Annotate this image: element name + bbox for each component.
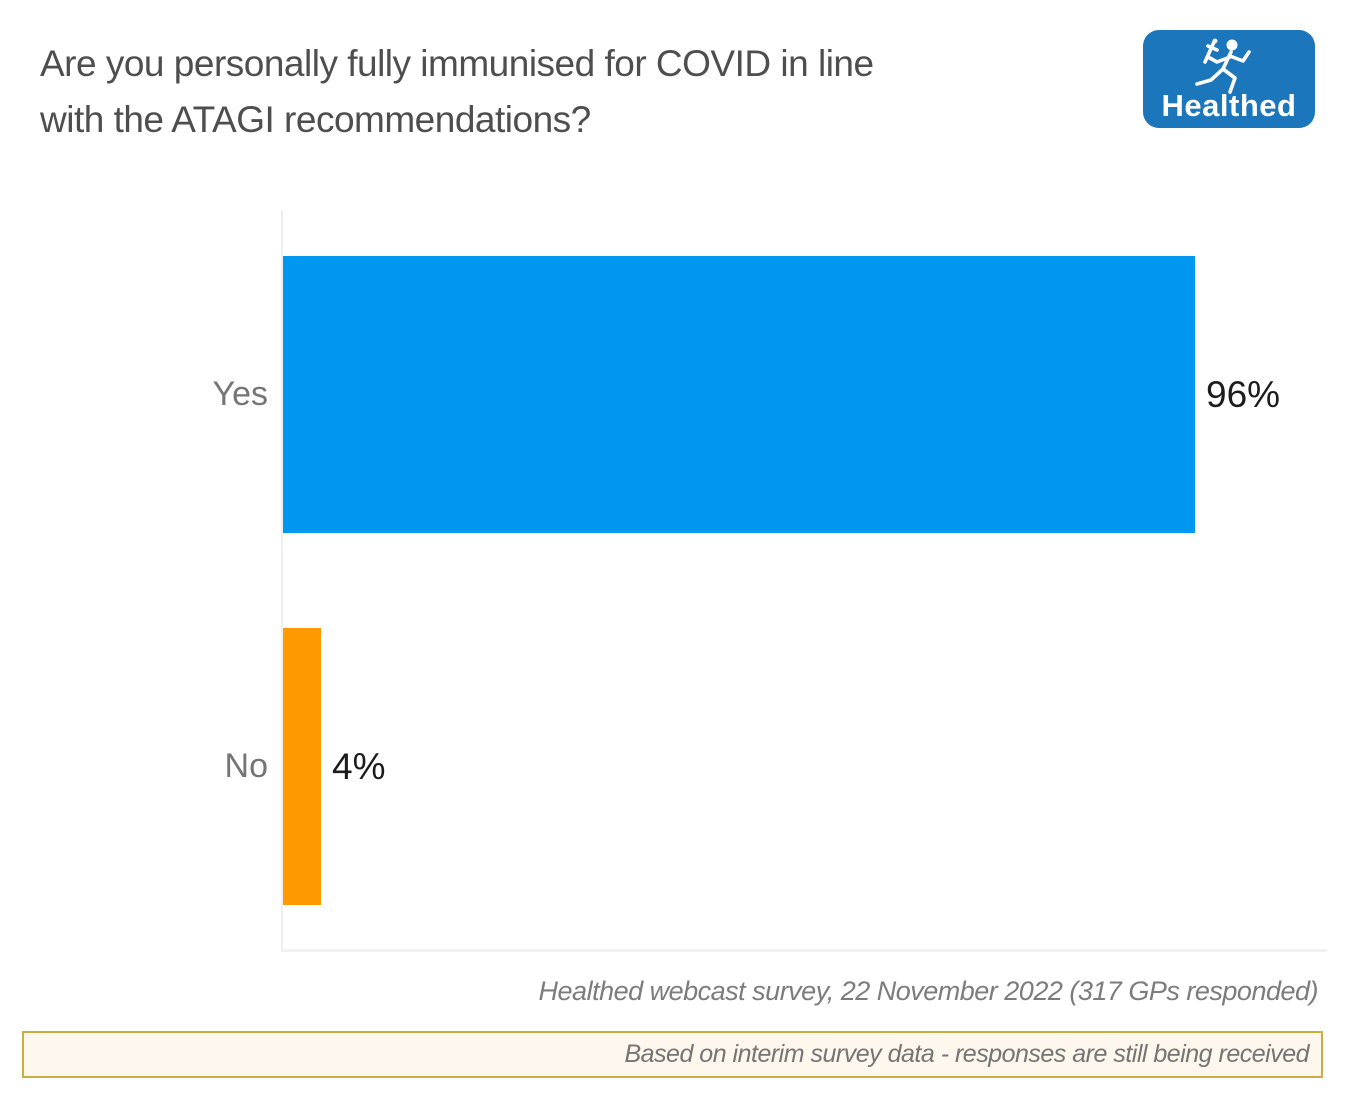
y-axis-line [281, 210, 283, 951]
disclaimer-banner: Based on interim survey data - responses… [22, 1031, 1323, 1078]
category-label-yes: Yes [212, 375, 268, 413]
page-title: Are you personally fully immunised for C… [40, 36, 1100, 148]
bar-row-yes: 96% [283, 256, 1280, 533]
bar-no [283, 628, 321, 905]
value-label-no: 4% [332, 745, 386, 787]
x-axis-line [281, 949, 1327, 952]
value-label-yes: 96% [1206, 373, 1281, 415]
logo-text: Healthed [1161, 88, 1297, 123]
category-label-no: No [224, 747, 268, 785]
page-title-line-2: with the ATAGI recommendations? [40, 99, 591, 140]
bar-yes [283, 256, 1195, 533]
page-title-line-1: Are you personally fully immunised for C… [40, 43, 874, 84]
bar-row-no: 4% [283, 628, 385, 905]
hermes-runner-icon [1195, 38, 1251, 94]
source-caption: Healthed webcast survey, 22 November 202… [538, 976, 1319, 1006]
disclaimer-text: Based on interim survey data - responses… [624, 1040, 1309, 1068]
logo: Healthed [1143, 30, 1315, 128]
